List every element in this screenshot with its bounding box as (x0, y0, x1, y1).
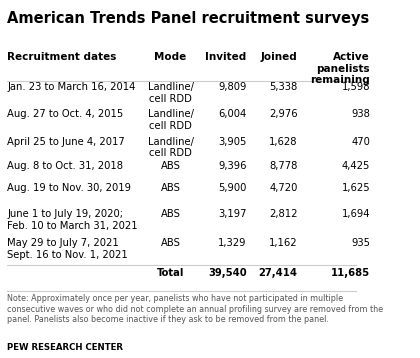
Text: 1,628: 1,628 (269, 137, 297, 147)
Text: 9,396: 9,396 (218, 161, 247, 171)
Text: 1,598: 1,598 (341, 82, 370, 92)
Text: Note: Approximately once per year, panelists who have not participated in multip: Note: Approximately once per year, panel… (7, 294, 383, 324)
Text: Aug. 8 to Oct. 31, 2018: Aug. 8 to Oct. 31, 2018 (7, 161, 123, 171)
Text: Aug. 27 to Oct. 4, 2015: Aug. 27 to Oct. 4, 2015 (7, 109, 123, 119)
Text: ABS: ABS (160, 209, 181, 219)
Text: 5,900: 5,900 (218, 183, 247, 193)
Text: June 1 to July 19, 2020;
Feb. 10 to March 31, 2021: June 1 to July 19, 2020; Feb. 10 to Marc… (7, 209, 138, 231)
Text: 935: 935 (351, 238, 370, 248)
Text: American Trends Panel recruitment surveys: American Trends Panel recruitment survey… (7, 11, 370, 26)
Text: Active
panelists
remaining: Active panelists remaining (310, 52, 370, 85)
Text: Joined: Joined (261, 52, 297, 62)
Text: 9,809: 9,809 (218, 82, 247, 92)
Text: ABS: ABS (160, 238, 181, 248)
Text: 3,905: 3,905 (218, 137, 247, 147)
Text: 3,197: 3,197 (218, 209, 247, 219)
Text: 2,812: 2,812 (269, 209, 297, 219)
Text: Aug. 19 to Nov. 30, 2019: Aug. 19 to Nov. 30, 2019 (7, 183, 131, 193)
Text: 27,414: 27,414 (259, 268, 297, 279)
Text: 11,685: 11,685 (331, 268, 370, 279)
Text: 5,338: 5,338 (269, 82, 297, 92)
Text: April 25 to June 4, 2017: April 25 to June 4, 2017 (7, 137, 125, 147)
Text: Landline/
cell RDD: Landline/ cell RDD (147, 137, 194, 158)
Text: 39,540: 39,540 (208, 268, 247, 279)
Text: 1,329: 1,329 (218, 238, 247, 248)
Text: 8,778: 8,778 (269, 161, 297, 171)
Text: 1,694: 1,694 (341, 209, 370, 219)
Text: ABS: ABS (160, 183, 181, 193)
Text: Jan. 23 to March 16, 2014: Jan. 23 to March 16, 2014 (7, 82, 136, 92)
Text: Landline/
cell RDD: Landline/ cell RDD (147, 82, 194, 104)
Text: 6,004: 6,004 (218, 109, 247, 119)
Text: Landline/
cell RDD: Landline/ cell RDD (147, 109, 194, 131)
Text: Mode: Mode (155, 52, 186, 62)
Text: 938: 938 (351, 109, 370, 119)
Text: 1,625: 1,625 (341, 183, 370, 193)
Text: Total: Total (157, 268, 184, 279)
Text: ABS: ABS (160, 161, 181, 171)
Text: 4,425: 4,425 (342, 161, 370, 171)
Text: 4,720: 4,720 (269, 183, 297, 193)
Text: 470: 470 (351, 137, 370, 147)
Text: May 29 to July 7, 2021
Sept. 16 to Nov. 1, 2021: May 29 to July 7, 2021 Sept. 16 to Nov. … (7, 238, 128, 260)
Text: 2,976: 2,976 (269, 109, 297, 119)
Text: 1,162: 1,162 (269, 238, 297, 248)
Text: PEW RESEARCH CENTER: PEW RESEARCH CENTER (7, 343, 123, 352)
Text: Recruitment dates: Recruitment dates (7, 52, 117, 62)
Text: Invited: Invited (205, 52, 247, 62)
